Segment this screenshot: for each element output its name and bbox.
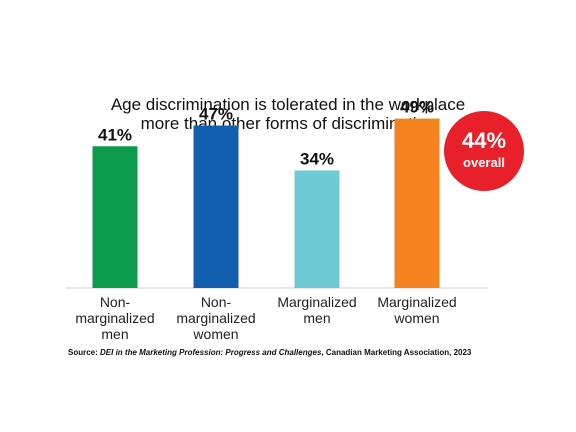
data-label-2: 34% <box>300 149 334 168</box>
bar-0 <box>92 146 138 288</box>
category-label-3: Marginalized women <box>362 294 472 326</box>
category-label-1-line-2: women <box>193 326 239 342</box>
category-label-1-line-0: Non- <box>200 294 232 310</box>
category-label-3-line-1: women <box>394 310 440 326</box>
source-prefix: Source: <box>68 348 101 357</box>
chart-title-line-1: Age discrimination is tolerated in the w… <box>110 95 466 114</box>
overall-label: overall <box>463 155 505 170</box>
source-suffix: , Canadian Marketing Association, 2023 <box>321 348 472 357</box>
category-label-0-line-0: Non- <box>99 294 131 310</box>
category-label-3-line-0: Marginalized <box>377 294 457 310</box>
bar-2 <box>294 170 340 288</box>
source-note: Source: DEI in the Marketing Profession:… <box>68 348 471 357</box>
category-label-1: Non-marginalized women <box>161 294 271 342</box>
data-label-0: 41% <box>98 125 132 144</box>
data-label-1: 47% <box>199 105 233 124</box>
overall-value: 44% <box>461 128 507 153</box>
category-label-0-line-2: men <box>101 326 129 342</box>
category-label-0-line-1: marginalized <box>75 310 155 326</box>
overall-badge: 44% overall <box>444 111 524 191</box>
category-label-2-line-0: Marginalized <box>277 294 357 310</box>
category-label-0: Non-marginalized men <box>60 294 170 342</box>
bar-3 <box>394 118 440 289</box>
category-label-1-line-1: marginalized <box>176 310 256 326</box>
category-label-2-line-1: men <box>303 310 331 326</box>
data-label-3: 49% <box>400 98 434 117</box>
category-label-2: Marginalized men <box>262 294 372 326</box>
source-title: DEI in the Marketing Profession: Progres… <box>100 348 322 357</box>
bar-1 <box>193 125 239 289</box>
